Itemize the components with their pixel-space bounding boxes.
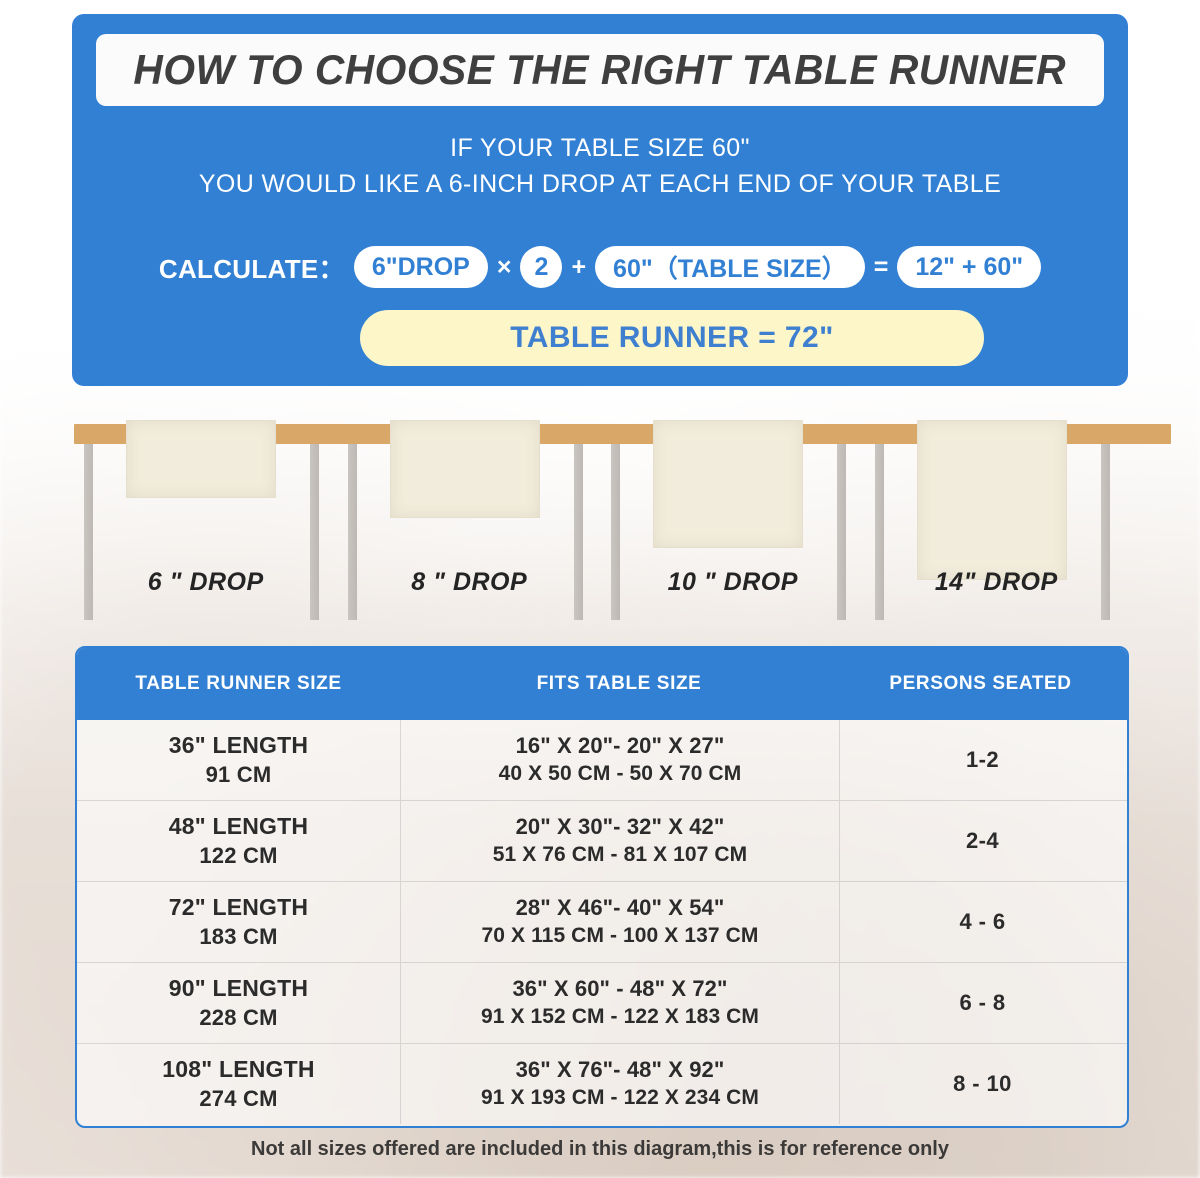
table-leg-right-icon <box>1100 444 1110 620</box>
table-row: 72" LENGTH 183 CM 28" X 46"- 40" X 54" 70 X… <box>77 881 1127 962</box>
cell-runner-size: 90" LENGTH 228 CM <box>77 963 401 1043</box>
drop-illustrations: 6 " DROP 8 " DROP 10 " DROP 14" DROP <box>74 420 1171 620</box>
table-runner-cloth-icon <box>653 420 803 548</box>
cell-fits-table-size: 16" X 20"- 20" X 27" 40 X 50 CM - 50 X 70… <box>401 720 840 800</box>
persons-seated-value: 6 - 8 <box>959 989 1006 1015</box>
size-chart-header-row: TABLE RUNNER SIZE FITS TABLE SIZE PERSON… <box>77 648 1127 720</box>
tabletop-left-icon <box>74 424 132 444</box>
fits-size-inches: 36" X 60" - 48" X 72" <box>512 976 728 1002</box>
cell-persons-seated: 6 - 8 <box>840 963 1125 1043</box>
subtitle-line-1: IF YOUR TABLE SIZE 60" <box>450 134 750 162</box>
cell-fits-table-size: 20" X 30"- 32" X 42" 51 X 76 CM - 81 X 10… <box>401 801 840 881</box>
table-leg-right-icon <box>837 444 846 620</box>
multiply-operator: × <box>496 252 512 281</box>
tabletop-left-icon <box>337 424 396 444</box>
final-result-text: TABLE RUNNER = 72" <box>510 321 834 354</box>
runner-size-inches: 90" LENGTH <box>168 975 309 1002</box>
final-result-pill: TABLE RUNNER = 72" <box>360 310 984 366</box>
drop-value-pill: 6"DROP <box>353 246 488 288</box>
runner-size-inches: 48" LENGTH <box>168 813 309 840</box>
drop-label: 14" DROP <box>934 568 1058 596</box>
table-row: 90" LENGTH 228 CM 36" X 60" - 48" X 72" 91 … <box>77 962 1127 1043</box>
drop-illustration: 10 " DROP <box>601 420 907 620</box>
drop-illustration: 8 " DROP <box>337 420 644 620</box>
drop-illustration: 14" DROP <box>864 420 1171 620</box>
intro-panel: HOW TO CHOOSE THE RIGHT TABLE RUNNER IF … <box>72 14 1128 386</box>
column-header-persons-seated: PERSONS SEATED <box>889 673 1072 694</box>
fits-size-cm: 70 X 115 CM - 100 X 137 CM <box>481 923 759 947</box>
plus-operator: + <box>571 252 587 281</box>
cell-fits-table-size: 36" X 76"- 48" X 92" 91 X 193 CM - 122 X … <box>401 1044 840 1124</box>
footnote: Not all sizes offered are included in th… <box>251 1138 949 1160</box>
runner-size-inches: 72" LENGTH <box>168 894 309 921</box>
fits-size-inches: 36" X 76"- 48" X 92" <box>515 1057 725 1083</box>
table-leg-left-icon <box>347 444 357 620</box>
table-leg-left-icon <box>874 444 884 620</box>
table-row: 48" LENGTH 122 CM 20" X 30"- 32" X 42" 51 X… <box>77 800 1127 881</box>
cell-runner-size: 72" LENGTH 183 CM <box>77 882 401 962</box>
table-runner-cloth-icon <box>126 420 276 498</box>
persons-seated-value: 4 - 6 <box>959 908 1006 934</box>
table-leg-left-icon <box>84 444 93 620</box>
drop-illustration: 6 " DROP <box>74 420 380 620</box>
cell-runner-size: 48" LENGTH 122 CM <box>77 801 401 881</box>
subtitle-line-2: YOU WOULD LIKE A 6-INCH DROP AT EACH END… <box>198 170 1002 198</box>
fits-size-cm: 51 X 76 CM - 81 X 107 CM <box>492 842 748 866</box>
column-header-runner-size: TABLE RUNNER SIZE <box>135 673 342 694</box>
tabletop-left-icon <box>601 424 659 444</box>
table-runner-cloth-icon <box>916 420 1067 580</box>
table-leg-right-icon <box>573 444 583 620</box>
drop-label: 10 " DROP <box>667 568 798 596</box>
cell-fits-table-size: 36" X 60" - 48" X 72" 91 X 152 CM - 122 X… <box>401 963 840 1043</box>
cell-runner-size: 36" LENGTH 91 CM <box>77 720 401 800</box>
table-row: 108" LENGTH 274 CM 36" X 76"- 48" X 92" 91 … <box>77 1043 1127 1124</box>
runner-size-inches: 108" LENGTH <box>162 1056 315 1083</box>
runner-size-cm: 228 CM <box>199 1004 278 1030</box>
runner-size-cm: 183 CM <box>199 923 278 949</box>
cell-persons-seated: 8 - 10 <box>840 1044 1125 1124</box>
runner-size-inches: 36" LENGTH <box>168 732 309 759</box>
table-row: 36" LENGTH 91 CM 16" X 20"- 20" X 27" 40 X … <box>77 720 1127 800</box>
cell-persons-seated: 1-2 <box>840 720 1125 800</box>
persons-seated-value: 8 - 10 <box>953 1070 1012 1096</box>
equals-operator: = <box>873 252 889 281</box>
cell-persons-seated: 2-4 <box>840 801 1125 881</box>
table-runner-cloth-icon <box>389 420 540 518</box>
fits-size-inches: 28" X 46"- 40" X 54" <box>515 895 725 921</box>
runner-size-cm: 91 CM <box>205 761 272 787</box>
fits-size-cm: 91 X 152 CM - 122 X 183 CM <box>480 1004 760 1028</box>
runner-size-cm: 274 CM <box>199 1085 278 1111</box>
result-pill: 12" + 60" <box>897 246 1042 288</box>
table-size-pill: 60"（TABLE SIZE） <box>595 246 865 288</box>
tabletop-right-icon <box>1058 424 1171 444</box>
runner-size-cm: 122 CM <box>199 842 278 868</box>
fits-size-inches: 16" X 20"- 20" X 27" <box>515 733 725 759</box>
size-chart-body: 36" LENGTH 91 CM 16" X 20"- 20" X 27" 40 X … <box>77 720 1127 1124</box>
cell-runner-size: 108" LENGTH 274 CM <box>77 1044 401 1124</box>
table-leg-left-icon <box>611 444 620 620</box>
size-chart-card: TABLE RUNNER SIZE FITS TABLE SIZE PERSON… <box>75 646 1129 1128</box>
multiplier-pill: 2 <box>520 246 563 288</box>
table-leg-right-icon <box>310 444 319 620</box>
calculation-row: CALCULATE： 6"DROP × 2 + 60"（TABLE SIZE） … <box>72 246 1128 288</box>
drop-label: 6 " DROP <box>147 568 264 596</box>
title-plate: HOW TO CHOOSE THE RIGHT TABLE RUNNER <box>96 34 1104 106</box>
fits-size-cm: 91 X 193 CM - 122 X 234 CM <box>480 1085 760 1109</box>
cell-persons-seated: 4 - 6 <box>840 882 1125 962</box>
page-title: HOW TO CHOOSE THE RIGHT TABLE RUNNER <box>133 46 1067 93</box>
column-header-fits-table-size: FITS TABLE SIZE <box>536 673 702 694</box>
tabletop-left-icon <box>864 424 923 444</box>
cell-fits-table-size: 28" X 46"- 40" X 54" 70 X 115 CM - 100 X … <box>401 882 840 962</box>
drop-label: 8 " DROP <box>411 568 528 596</box>
persons-seated-value: 2-4 <box>966 827 999 853</box>
persons-seated-value: 1-2 <box>966 746 999 772</box>
fits-size-inches: 20" X 30"- 32" X 42" <box>515 814 725 840</box>
calculate-label: CALCULATE： <box>158 253 345 284</box>
fits-size-cm: 40 X 50 CM - 50 X 70 CM <box>498 761 742 785</box>
